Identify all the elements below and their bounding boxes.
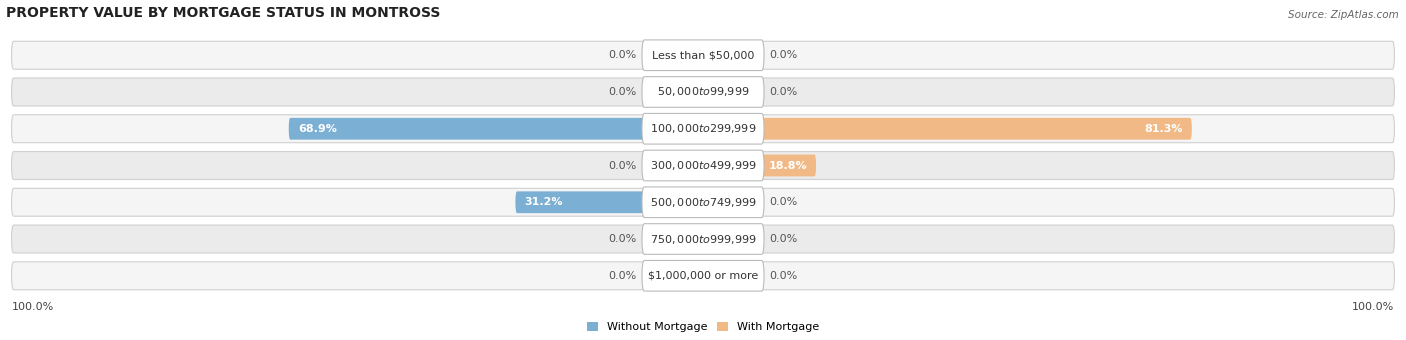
FancyBboxPatch shape [11,115,1395,143]
FancyBboxPatch shape [288,118,703,140]
Text: $300,000 to $499,999: $300,000 to $499,999 [650,159,756,172]
Text: 0.0%: 0.0% [609,271,637,281]
Text: 31.2%: 31.2% [524,197,562,207]
FancyBboxPatch shape [643,77,763,107]
Text: 81.3%: 81.3% [1144,124,1182,134]
Text: 0.0%: 0.0% [769,234,797,244]
Text: 100.0%: 100.0% [11,302,53,312]
FancyBboxPatch shape [643,224,763,254]
Legend: Without Mortgage, With Mortgage: Without Mortgage, With Mortgage [582,317,824,336]
Text: 0.0%: 0.0% [609,50,637,60]
FancyBboxPatch shape [643,114,763,144]
Text: 0.0%: 0.0% [769,197,797,207]
FancyBboxPatch shape [11,78,1395,106]
FancyBboxPatch shape [643,40,763,71]
FancyBboxPatch shape [643,260,763,291]
Text: $50,000 to $99,999: $50,000 to $99,999 [657,85,749,99]
FancyBboxPatch shape [11,225,1395,253]
Text: 0.0%: 0.0% [609,160,637,170]
Text: Source: ZipAtlas.com: Source: ZipAtlas.com [1288,10,1399,20]
FancyBboxPatch shape [703,118,1192,140]
Text: 0.0%: 0.0% [769,50,797,60]
Text: 0.0%: 0.0% [769,87,797,97]
Text: Less than $50,000: Less than $50,000 [652,50,754,60]
FancyBboxPatch shape [516,191,703,213]
Text: PROPERTY VALUE BY MORTGAGE STATUS IN MONTROSS: PROPERTY VALUE BY MORTGAGE STATUS IN MON… [6,5,440,20]
FancyBboxPatch shape [11,41,1395,69]
Text: $750,000 to $999,999: $750,000 to $999,999 [650,233,756,245]
Text: 0.0%: 0.0% [769,271,797,281]
FancyBboxPatch shape [11,188,1395,216]
Text: $500,000 to $749,999: $500,000 to $749,999 [650,196,756,209]
Text: 0.0%: 0.0% [609,87,637,97]
Text: $100,000 to $299,999: $100,000 to $299,999 [650,122,756,135]
FancyBboxPatch shape [11,262,1395,290]
Text: $1,000,000 or more: $1,000,000 or more [648,271,758,281]
FancyBboxPatch shape [643,187,763,218]
Text: 100.0%: 100.0% [1353,302,1395,312]
FancyBboxPatch shape [11,152,1395,180]
Text: 0.0%: 0.0% [609,234,637,244]
Text: 18.8%: 18.8% [769,160,807,170]
FancyBboxPatch shape [643,150,763,181]
Text: 68.9%: 68.9% [298,124,336,134]
FancyBboxPatch shape [703,155,815,176]
